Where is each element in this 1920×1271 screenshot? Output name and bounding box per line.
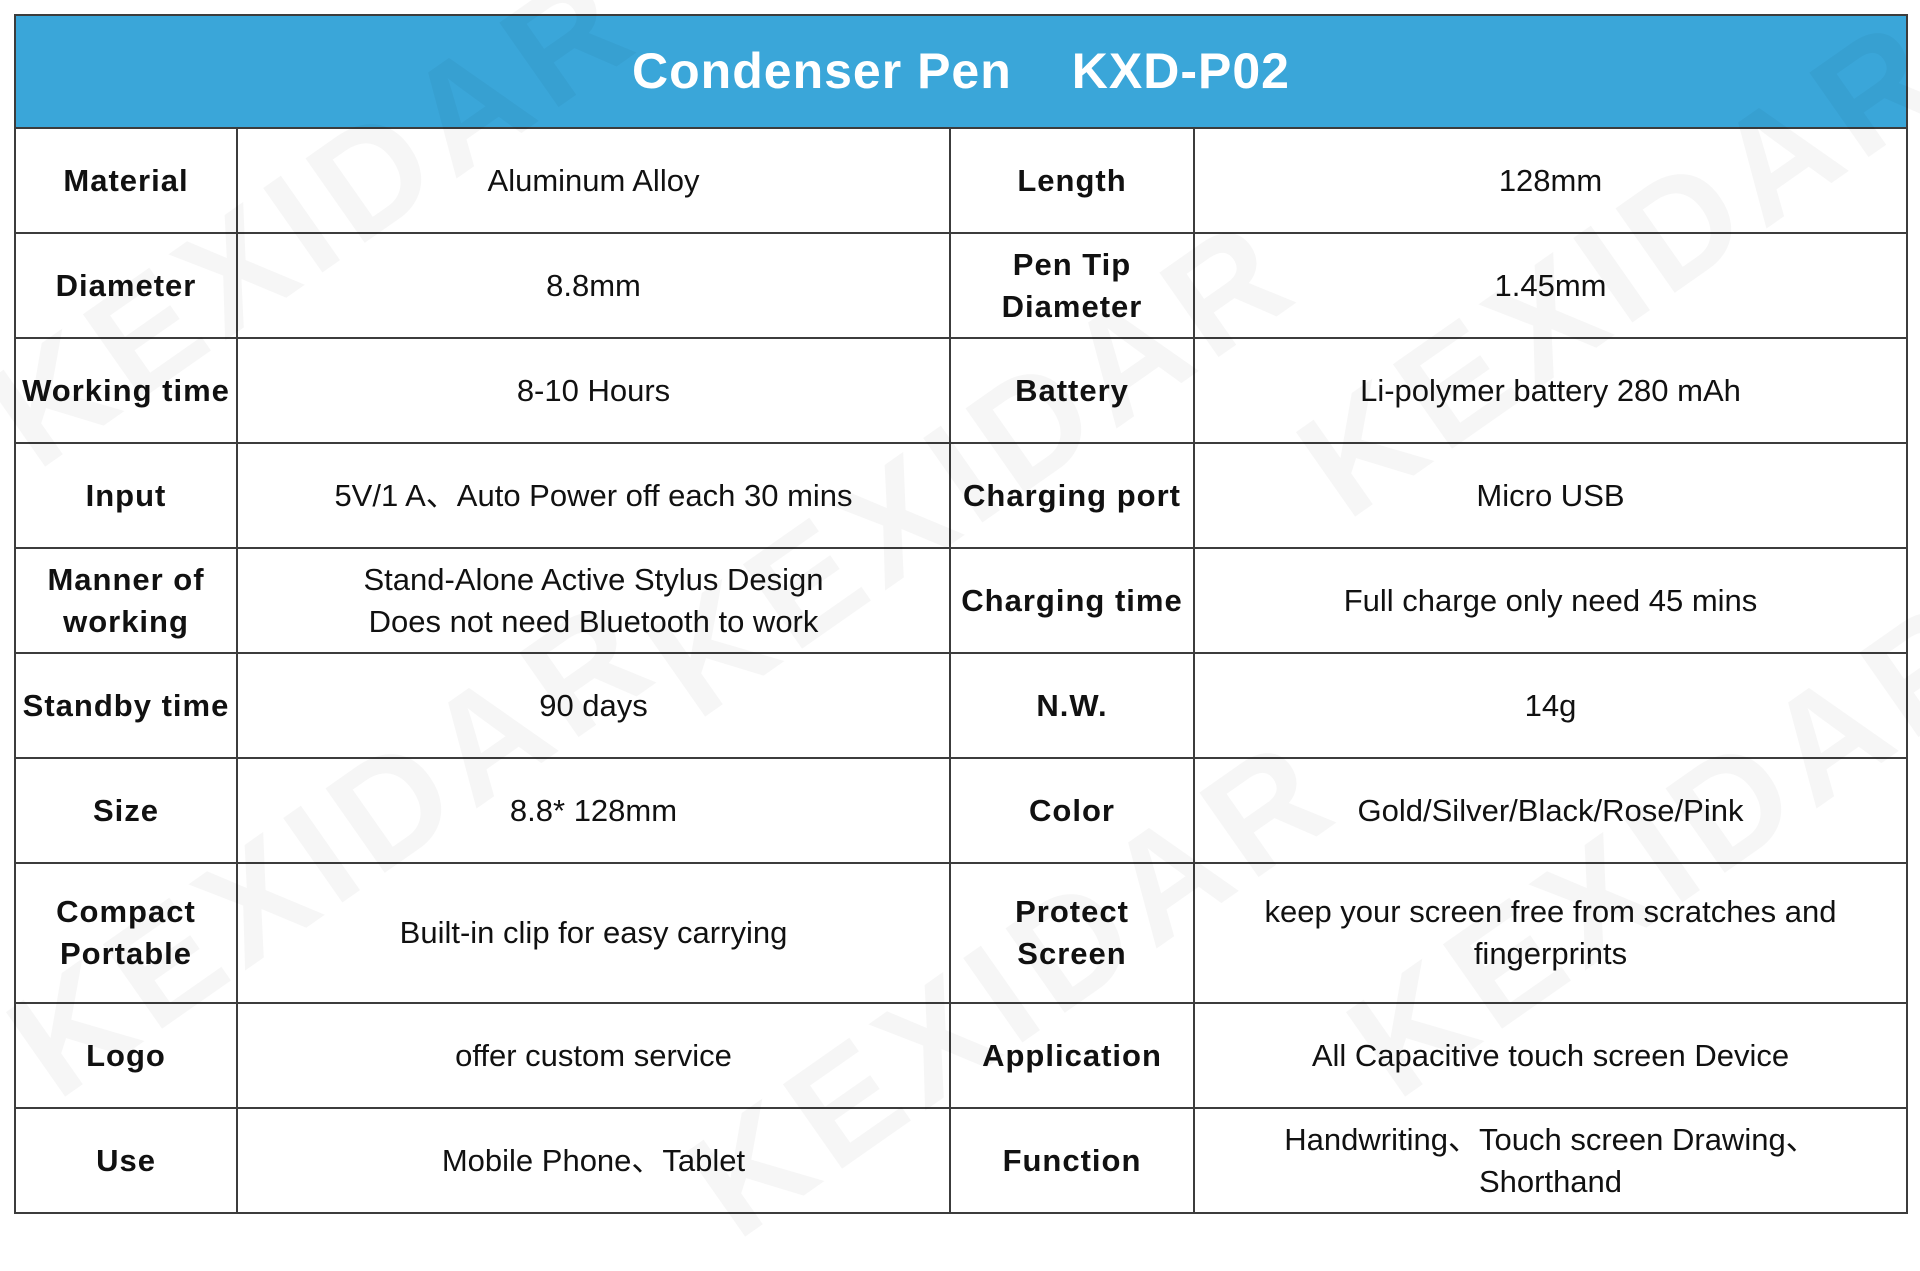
- cell-line: fingerprints: [1473, 936, 1628, 971]
- spec-label: Manner of working: [14, 547, 238, 654]
- cell-line: working: [63, 603, 189, 639]
- model-number: KXD-P02: [1071, 42, 1290, 99]
- cell-line: Built-in clip for easy carrying: [399, 915, 788, 951]
- spec-value: Full charge only need 45 mins: [1193, 547, 1908, 654]
- cell-line: Manner of: [47, 561, 205, 597]
- cell-line: offer custom service: [455, 1037, 732, 1073]
- cell-line: Aluminum Alloy: [487, 162, 700, 198]
- spec-label: Use: [14, 1107, 238, 1214]
- spec-label: Charging time: [949, 547, 1195, 654]
- spec-label: Standby time: [14, 652, 238, 759]
- table-row: Diameter 8.8mm Pen Tip Diameter 1.45mm: [14, 232, 1908, 339]
- table-row: Standby time 90 days N.W. 14g: [14, 652, 1908, 759]
- table-row: Material Aluminum Alloy Length 128mm: [14, 127, 1908, 234]
- spec-value: 5V/1 A、Auto Power off each 30 mins: [236, 442, 951, 549]
- spec-label: Charging port: [949, 442, 1195, 549]
- cell-line: Micro USB: [1476, 477, 1625, 513]
- spec-value: Mobile Phone、Tablet: [236, 1107, 951, 1214]
- spec-rows: Material Aluminum Alloy Length 128mm Diamete…: [14, 127, 1908, 1214]
- cell-line: Stand-Alone Active Stylus Design: [363, 561, 824, 597]
- cell-line: 128mm: [1498, 162, 1603, 198]
- spec-label: N.W.: [949, 652, 1195, 759]
- table-row: Logo offer custom service Application All C…: [14, 1002, 1908, 1109]
- spec-value: Aluminum Alloy: [236, 127, 951, 234]
- spec-value: keep your screen free from scratches and…: [1193, 862, 1908, 1004]
- cell-line: 8-10 Hours: [516, 372, 671, 408]
- table-row: Size 8.8* 128mm Color Gold/Silver/Black/Ros…: [14, 757, 1908, 864]
- cell-line: 8.8* 128mm: [509, 792, 678, 828]
- cell-line: 8.8mm: [546, 267, 641, 303]
- spec-value: Micro USB: [1193, 442, 1908, 549]
- spec-value: Stand-Alone Active Stylus Design Does not…: [236, 547, 951, 654]
- spec-label: Input: [14, 442, 238, 549]
- table-row: Compact Portable Built-in clip for easy ca…: [14, 862, 1908, 1004]
- spec-value: Built-in clip for easy carrying: [236, 862, 951, 1004]
- spec-label: Application: [949, 1002, 1195, 1109]
- spec-label: Function: [949, 1107, 1195, 1214]
- cell-line: Li-polymer battery 280 mAh: [1360, 372, 1741, 408]
- product-name: Condenser Pen: [632, 42, 1012, 99]
- cell-line: Full charge only need 45 mins: [1343, 582, 1758, 618]
- table-row: Use Mobile Phone、Tablet Function Handwritin…: [14, 1107, 1908, 1214]
- cell-line: Pen Tip: [1012, 246, 1132, 282]
- table-row: Input 5V/1 A、Auto Power off each 30 mins C…: [14, 442, 1908, 549]
- spec-value: Handwriting、Touch screen Drawing、 Shortha…: [1193, 1107, 1908, 1214]
- spec-value: 1.45mm: [1193, 232, 1908, 339]
- spec-label: Compact Portable: [14, 862, 238, 1004]
- spec-label: Size: [14, 757, 238, 864]
- spec-value: 8.8mm: [236, 232, 951, 339]
- cell-line: keep your screen free from scratches and: [1264, 894, 1837, 930]
- spec-label: Diameter: [14, 232, 238, 339]
- spec-label: Working time: [14, 337, 238, 444]
- spec-value: 8-10 Hours: [236, 337, 951, 444]
- spec-table: Condenser Pen KXD-P02 Material Aluminum Al…: [14, 14, 1908, 1214]
- cell-line: Diameter: [1001, 288, 1143, 324]
- table-row: Working time 8-10 Hours Battery Li-polymer …: [14, 337, 1908, 444]
- spec-label: Pen Tip Diameter: [949, 232, 1195, 339]
- spec-label: Length: [949, 127, 1195, 234]
- spec-value: All Capacitive touch screen Device: [1193, 1002, 1908, 1109]
- spec-value: offer custom service: [236, 1002, 951, 1109]
- cell-line: 1.45mm: [1494, 267, 1607, 303]
- cell-line: Compact: [56, 894, 196, 930]
- cell-line: Mobile Phone、Tablet: [441, 1142, 746, 1178]
- spec-label: Logo: [14, 1002, 238, 1109]
- cell-line: Portable: [59, 936, 193, 971]
- table-row: Manner of working Stand-Alone Active Stylu…: [14, 547, 1908, 654]
- cell-line: Handwriting、Touch screen Drawing、: [1284, 1121, 1817, 1157]
- spec-value: Gold/Silver/Black/Rose/Pink: [1193, 757, 1908, 864]
- spec-label: Material: [14, 127, 238, 234]
- spec-value: 90 days: [236, 652, 951, 759]
- spec-label: Protect Screen: [949, 862, 1195, 1004]
- cell-line: 14g: [1524, 687, 1577, 723]
- cell-line: 90 days: [539, 687, 648, 723]
- spec-sheet: Condenser Pen KXD-P02 Material Aluminum Al…: [14, 14, 1908, 1214]
- spec-label: Battery: [949, 337, 1195, 444]
- cell-line: Gold/Silver/Black/Rose/Pink: [1357, 792, 1744, 828]
- spec-label: Color: [949, 757, 1195, 864]
- cell-line: All Capacitive touch screen Device: [1311, 1037, 1790, 1073]
- spec-value: 8.8* 128mm: [236, 757, 951, 864]
- cell-line: Shorthand: [1478, 1163, 1623, 1199]
- table-title: Condenser Pen KXD-P02: [14, 14, 1908, 129]
- spec-value: Li-polymer battery 280 mAh: [1193, 337, 1908, 444]
- cell-line: Screen: [1017, 936, 1127, 971]
- cell-line: Does not need Bluetooth to work: [368, 603, 819, 639]
- spec-value: 128mm: [1193, 127, 1908, 234]
- cell-line: Protect: [1015, 894, 1129, 930]
- spec-value: 14g: [1193, 652, 1908, 759]
- cell-line: 5V/1 A、Auto Power off each 30 mins: [334, 477, 853, 513]
